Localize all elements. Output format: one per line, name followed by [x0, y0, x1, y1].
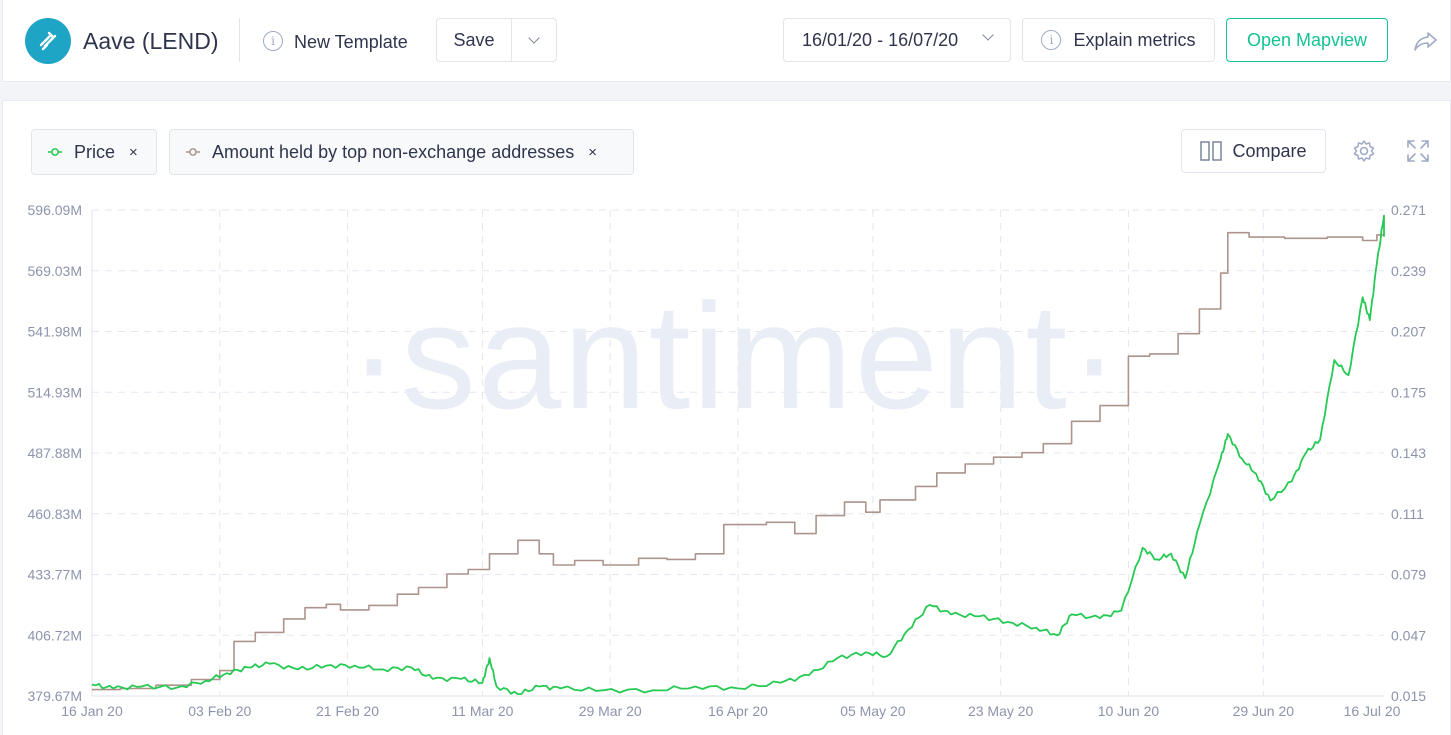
watermark: ·santiment· [349, 272, 1121, 440]
x-tick: 16 Apr 20 [708, 703, 768, 719]
chevron-down-icon [982, 29, 994, 41]
amount-legend-icon [186, 148, 200, 156]
chevron-down-icon [528, 32, 540, 44]
project-title: Aave (LEND) [83, 28, 219, 54]
x-tick: 29 Mar 20 [579, 703, 642, 719]
x-tick: 05 May 20 [840, 703, 906, 719]
info-icon: i [1041, 30, 1062, 50]
y-left-tick: 596.09M [28, 202, 82, 218]
compare-label: Compare [1232, 140, 1307, 161]
chart-panel: Price × Amount held by top non-exchange … [2, 100, 1451, 735]
series-line-price [91, 214, 1385, 695]
y-left-tick: 406.72M [28, 627, 82, 643]
open-mapview-button[interactable]: Open Mapview [1226, 18, 1388, 62]
fullscreen-icon[interactable] [1406, 139, 1430, 163]
price-legend-icon [48, 148, 62, 156]
y-right-tick: 0.271 [1391, 202, 1426, 218]
y-right-tick: 0.111 [1391, 506, 1424, 522]
y-right-tick: 0.047 [1391, 627, 1426, 643]
explain-metrics-button[interactable]: i Explain metrics [1022, 18, 1215, 62]
y-right-tick: 0.207 [1391, 324, 1426, 340]
top-bar: Aave (LEND) i New Template Save 16/01/20… [2, 0, 1451, 82]
metric-chip-amount[interactable]: Amount held by top non-exchange addresse… [169, 129, 634, 175]
gear-icon[interactable] [1352, 139, 1376, 163]
x-tick: 21 Feb 20 [316, 703, 379, 719]
y-left-tick: 379.67M [28, 688, 82, 704]
y-right-tick: 0.239 [1391, 263, 1426, 279]
x-tick: 11 Mar 20 [451, 703, 513, 719]
y-left-tick: 460.83M [28, 506, 82, 522]
info-icon: i [263, 31, 283, 51]
explain-metrics-label: Explain metrics [1073, 29, 1196, 50]
compare-button[interactable]: Compare [1181, 129, 1326, 173]
y-left-tick: 541.98M [28, 324, 82, 340]
x-tick: 23 May 20 [968, 703, 1034, 719]
close-icon[interactable]: × [588, 143, 598, 161]
y-left-tick: 569.03M [28, 263, 82, 279]
series-line-amount [92, 231, 1385, 691]
y-left-tick: 433.77M [28, 567, 82, 583]
header-divider [239, 18, 240, 62]
date-range-value: 16/01/20 - 16/07/20 [802, 29, 959, 50]
metric-chip-price[interactable]: Price × [31, 129, 157, 175]
close-icon[interactable]: × [129, 143, 138, 161]
template-label: New Template [294, 32, 408, 52]
save-button-group: Save [436, 18, 557, 62]
save-button[interactable]: Save [437, 19, 512, 61]
aave-lend-logo-icon [25, 18, 71, 64]
x-tick: 16 Jan 20 [61, 703, 123, 719]
y-left-tick: 514.93M [28, 384, 82, 400]
x-tick: 10 Jun 20 [1098, 703, 1160, 719]
y-right-tick: 0.015 [1391, 688, 1426, 704]
y-left-tick: 487.88M [28, 445, 82, 461]
compare-icon [1200, 141, 1223, 161]
template-selector[interactable]: i New Template [261, 22, 421, 60]
x-tick: 29 Jun 20 [1233, 703, 1295, 719]
date-range-picker[interactable]: 16/01/20 - 16/07/20 [783, 18, 1011, 62]
y-right-tick: 0.143 [1391, 445, 1426, 461]
share-icon[interactable] [1413, 30, 1439, 52]
save-options-button[interactable] [512, 19, 556, 61]
x-tick: 03 Feb 20 [188, 703, 251, 719]
metric-chip-amount-label: Amount held by top non-exchange addresse… [212, 141, 575, 162]
x-tick: 16 Jul 20 [1344, 703, 1401, 719]
metric-chip-price-label: Price [74, 141, 116, 162]
chart: ·santiment· 596.09M 569.03M 541.98M 514.93M… [28, 202, 1427, 719]
y-right-tick: 0.079 [1391, 567, 1426, 583]
y-right-tick: 0.175 [1391, 384, 1426, 400]
